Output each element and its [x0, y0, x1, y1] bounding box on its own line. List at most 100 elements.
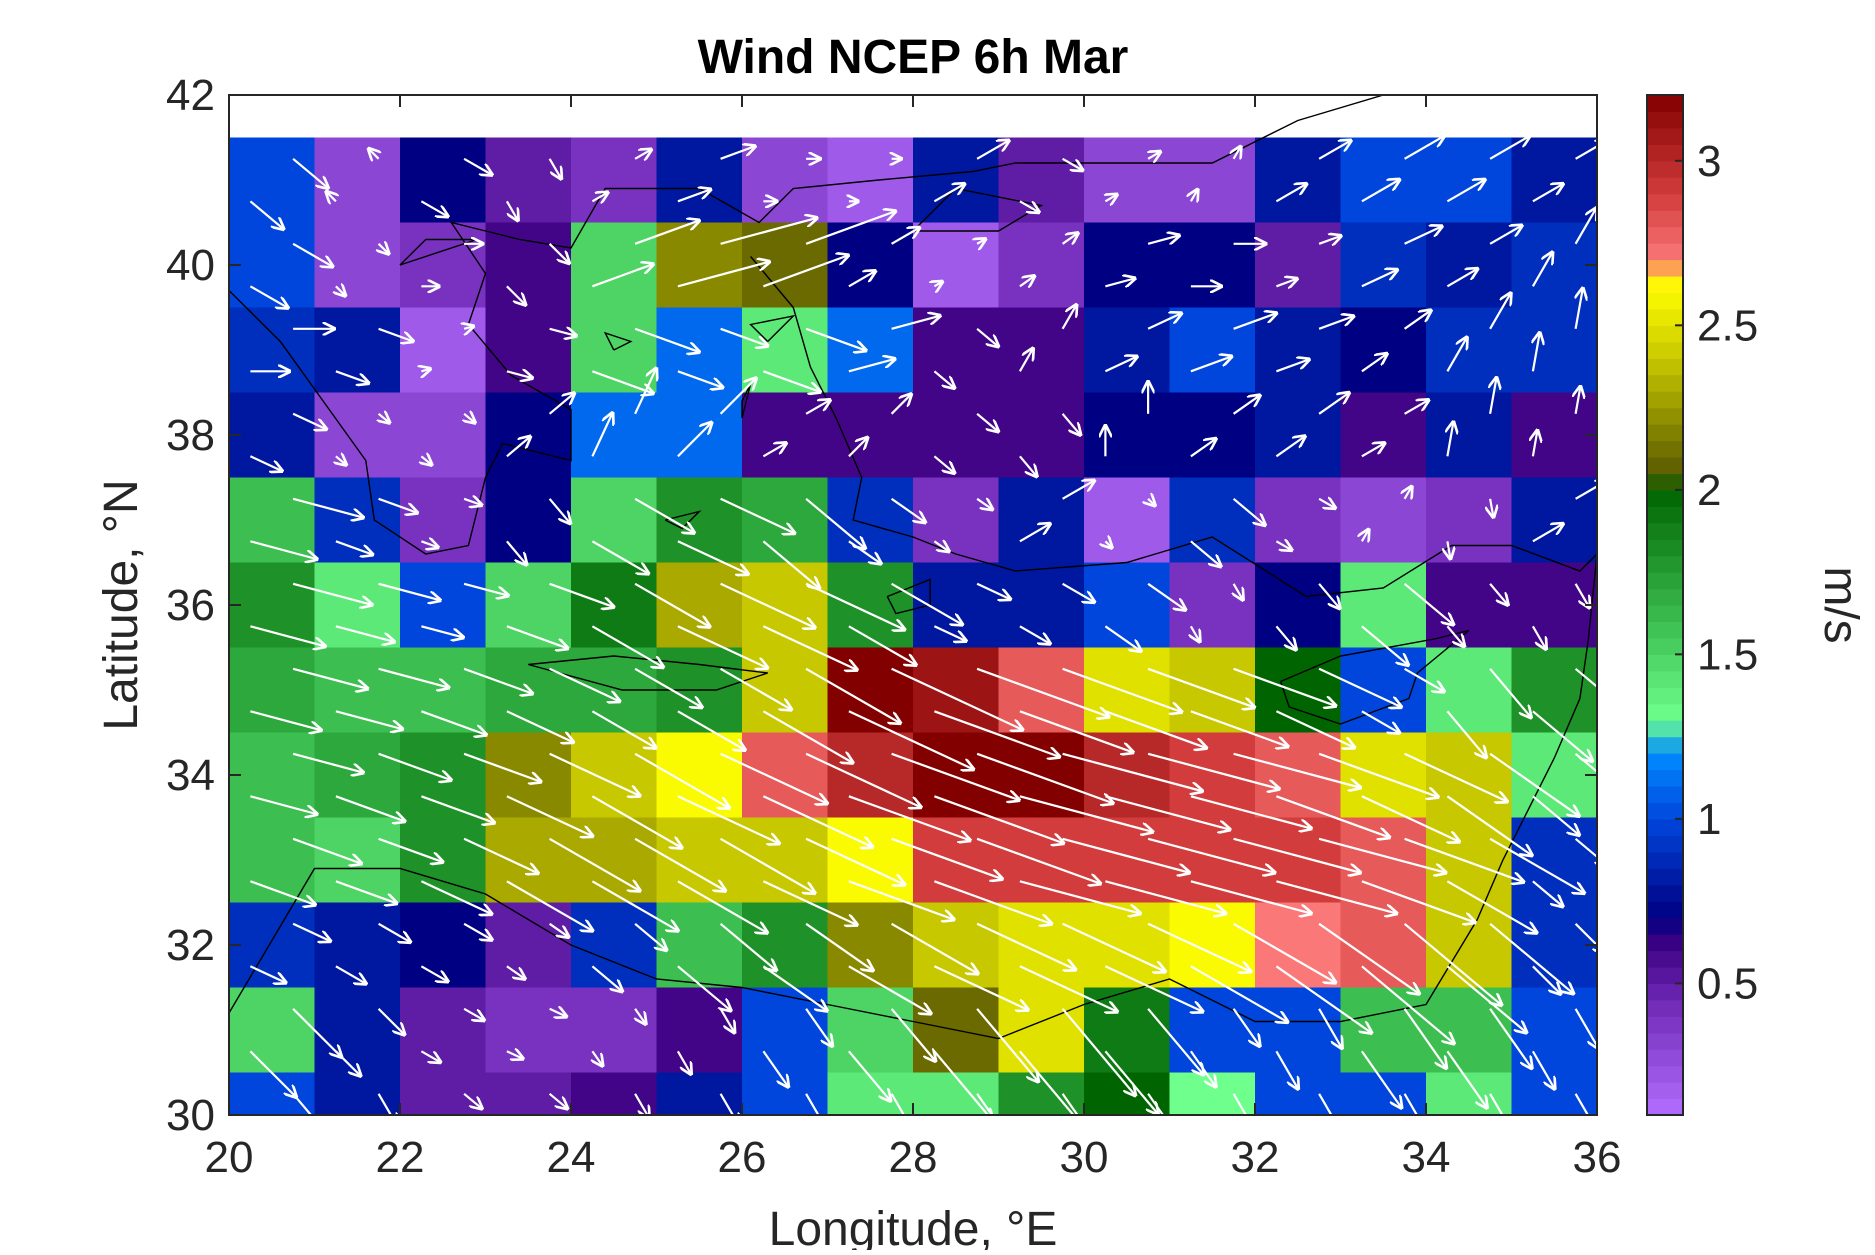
colorbar-tick-label: 0.5	[1697, 959, 1758, 1008]
wind-arrow	[249, 285, 287, 307]
wind-arrow	[976, 1008, 1038, 1081]
colorbar-band	[1647, 868, 1683, 886]
speed-cell	[314, 562, 401, 649]
colorbar-band	[1647, 144, 1683, 162]
colorbar-band	[1647, 292, 1683, 310]
speed-cell	[1511, 392, 1597, 479]
wind-arrow	[292, 497, 363, 518]
wind-arrow	[336, 1136, 353, 1166]
wind-arrow	[335, 540, 372, 554]
colorbar-band	[1647, 785, 1683, 804]
wind-arrow	[677, 370, 722, 387]
wind-arrow	[934, 880, 1051, 923]
wind-arrow	[335, 880, 396, 903]
speed-cell	[1084, 137, 1171, 224]
colorbar-band	[1647, 1016, 1683, 1034]
speed-cell	[400, 307, 487, 394]
wind-arrow	[1447, 423, 1453, 457]
speed-cell	[742, 647, 829, 734]
coastline-segment	[229, 95, 1384, 555]
speed-cell	[571, 222, 658, 309]
wind-arrow	[1019, 1050, 1075, 1115]
wind-arrow	[1490, 378, 1496, 414]
wind-arrow	[421, 541, 437, 547]
speed-cell	[229, 732, 316, 819]
wind-arrow	[634, 327, 699, 352]
colorbar-band	[1647, 275, 1683, 294]
wind-arrow	[335, 795, 404, 821]
wind-arrow	[1233, 837, 1360, 873]
colorbar-band	[1647, 210, 1683, 228]
wind-arrow	[1061, 305, 1077, 330]
colorbar-band	[1647, 325, 1683, 343]
colorbar-ticks: 0.5 1 1.5 2 2.5 3	[1675, 137, 1758, 1008]
colorbar-band	[1647, 670, 1683, 688]
wind-arrow	[677, 540, 748, 574]
wind-arrow	[420, 1050, 440, 1062]
wind-arrow	[1318, 316, 1353, 330]
wind-arrow	[976, 412, 998, 431]
speed-cell	[400, 392, 487, 479]
speed-cell	[1426, 307, 1513, 394]
wind-arrow	[335, 625, 394, 641]
speed-cell	[1511, 902, 1597, 989]
wind-arrow	[891, 667, 1023, 730]
wind-arrow	[1361, 880, 1475, 922]
wind-arrow	[934, 282, 941, 286]
y-tick-label: 34	[166, 751, 215, 800]
speed-cell	[229, 222, 316, 309]
wind-arrow	[377, 1008, 405, 1034]
wind-arrow	[805, 922, 872, 970]
wind-arrow	[379, 244, 389, 254]
speed-cell	[1340, 902, 1427, 989]
wind-arrow	[335, 1050, 360, 1075]
wind-arrow	[890, 497, 925, 522]
colorbar-band	[1647, 802, 1683, 820]
wind-arrow	[549, 582, 614, 607]
speed-cell	[485, 307, 572, 394]
wind-arrow	[634, 922, 666, 950]
wind-arrow	[1532, 710, 1592, 760]
wind-arrow	[976, 1093, 994, 1115]
speed-cell	[229, 1072, 316, 1115]
wind-arrow	[677, 710, 745, 749]
wind-arrow	[976, 327, 998, 346]
colorbar-band	[1647, 736, 1683, 754]
speed-cell	[827, 222, 914, 309]
colorbar-band	[1647, 769, 1683, 787]
wind-arrow	[1404, 837, 1523, 882]
wind-arrow	[292, 667, 367, 689]
wind-arrow	[634, 150, 651, 159]
wind-arrow	[1190, 710, 1287, 746]
wind-arrow	[1276, 360, 1308, 373]
speed-cell	[485, 137, 572, 224]
y-tick-label: 32	[166, 921, 215, 970]
speed-cell	[485, 222, 572, 309]
y-tick-label: 36	[166, 581, 215, 630]
wind-arrow	[848, 625, 916, 664]
wind-arrow	[1403, 582, 1453, 624]
speed-cell	[485, 902, 572, 989]
wind-arrow	[506, 371, 532, 378]
wind-arrow	[634, 497, 694, 533]
wind-arrow	[292, 922, 330, 941]
colorbar-band	[1647, 308, 1683, 326]
speed-cell	[1511, 137, 1597, 224]
wind-arrow	[336, 286, 345, 295]
wind-arrow	[890, 1093, 906, 1115]
wind-arrow	[1489, 837, 1584, 893]
speed-cell	[1340, 137, 1427, 224]
speed-cell	[485, 817, 572, 904]
speed-cell	[1255, 307, 1342, 394]
speed-cell	[571, 902, 658, 989]
wind-arrow	[1361, 710, 1399, 732]
wind-arrow	[933, 455, 954, 472]
wind-arrow	[1233, 313, 1276, 330]
x-tick-label: 34	[1402, 1133, 1451, 1182]
wind-arrow	[369, 149, 379, 159]
y-tick-label: 42	[166, 71, 215, 120]
colorbar-band	[1647, 127, 1683, 145]
colorbar-band	[1647, 621, 1683, 639]
wind-arrow	[805, 582, 904, 630]
wind-arrow	[1275, 625, 1295, 649]
